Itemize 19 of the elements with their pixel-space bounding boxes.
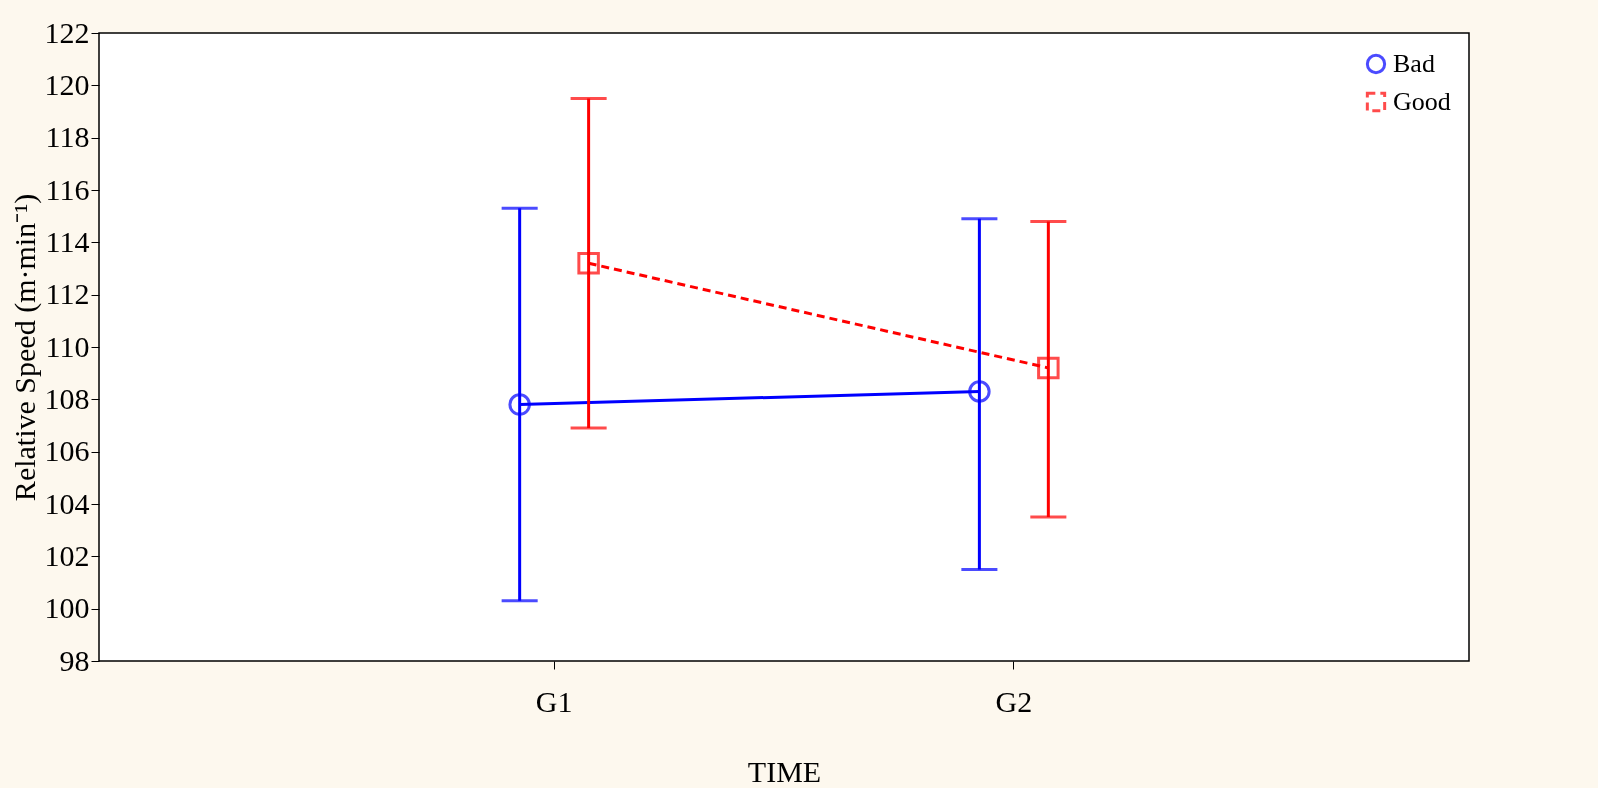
y-tick-label: 112: [45, 277, 90, 311]
x-axis-title: TIME: [747, 754, 822, 788]
x-tick-label: G2: [995, 684, 1033, 718]
y-axis-title: Relative Speed (m·min⁻¹): [7, 193, 42, 502]
y-tick-label: 102: [44, 538, 90, 572]
y-tick-label: 116: [45, 172, 90, 206]
y-tick-label: 100: [44, 591, 90, 625]
y-tick-label: 110: [45, 329, 90, 363]
y-tick-label: 98: [59, 643, 90, 677]
x-tick-label: G1: [535, 684, 573, 718]
y-tick-label: 104: [44, 486, 90, 520]
y-tick-label: 122: [44, 15, 90, 49]
legend-label: Bad: [1393, 49, 1435, 78]
y-tick-label: 118: [45, 120, 90, 154]
y-tick-label: 108: [44, 381, 90, 415]
y-tick-label: 120: [44, 67, 90, 101]
legend-label: Good: [1393, 87, 1451, 116]
y-tick-label: 106: [44, 434, 90, 468]
y-tick-label: 114: [45, 224, 90, 258]
